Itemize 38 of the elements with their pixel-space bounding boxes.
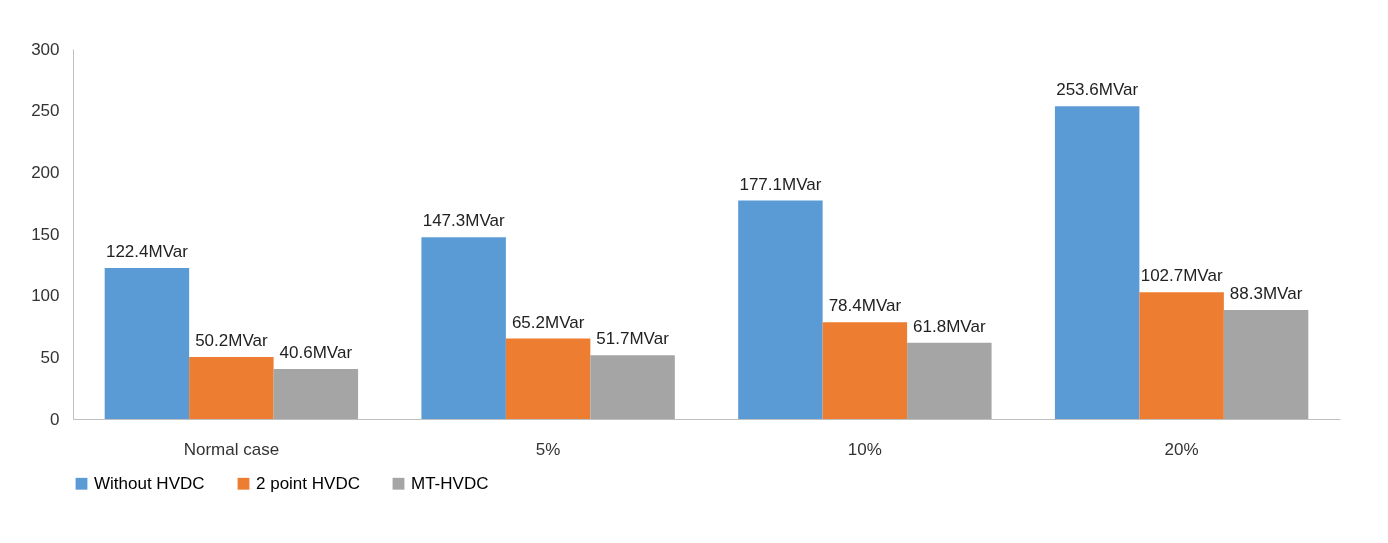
y-tick-label: 100 [31,286,60,306]
y-tick-label: 150 [31,224,60,244]
y-tick-label: 50 [40,347,60,367]
data-label: 177.1MVar [739,174,822,194]
bar [590,355,675,419]
data-label: 253.6MVar [1056,80,1139,100]
bar [1054,106,1140,419]
data-label: 40.6MVar [279,342,353,362]
data-label: 102.7MVar [1140,266,1223,286]
bar [907,342,992,419]
y-tick-label: 250 [31,101,60,121]
data-label: 51.7MVar [596,329,670,349]
x-tick-label: 10% [847,439,882,459]
bar [1139,292,1224,419]
bar [421,237,506,419]
y-tick-label: 200 [31,162,60,182]
data-label: 50.2MVar [195,331,268,351]
data-label: 65.2MVar [511,312,585,332]
legend-label: 2 point HVDC [256,473,360,493]
legend-label: Without HVDC [94,473,205,493]
x-tick-label: 5% [535,439,561,459]
data-label: 61.8MVar [913,316,986,336]
data-label: 78.4MVar [828,296,902,316]
bar [738,200,823,419]
bar [505,338,591,419]
data-label: 122.4MVar [105,242,189,262]
data-label: 88.3MVar [1229,284,1303,304]
legend-label: MT-HVDC [411,473,489,493]
bar [189,357,274,419]
y-tick-label: 300 [31,39,60,59]
bar [1223,310,1309,419]
bar [822,322,908,419]
bar [273,368,359,419]
bar [104,268,190,419]
y-tick-label: 0 [50,409,60,429]
x-tick-label: Normal case [183,439,280,459]
x-tick-label: 20% [1164,439,1199,459]
data-label: 147.3MVar [422,211,505,231]
